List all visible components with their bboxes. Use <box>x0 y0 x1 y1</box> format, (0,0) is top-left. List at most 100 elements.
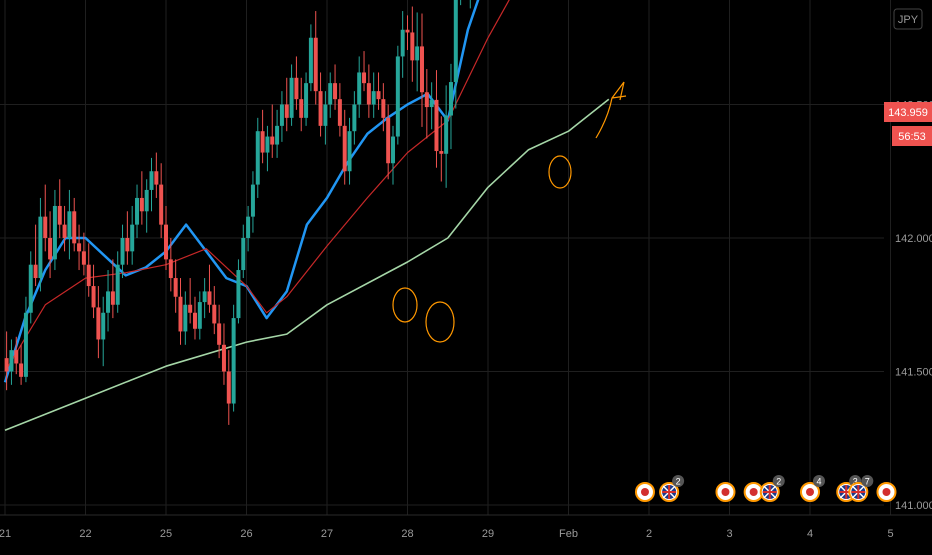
candle-body <box>328 83 333 105</box>
event-count-badge <box>861 475 874 487</box>
candle-body <box>221 344 226 372</box>
candle-body <box>352 104 357 132</box>
candle-body <box>96 307 101 340</box>
jp-flag-disc <box>882 488 891 496</box>
candle-body <box>159 184 164 225</box>
event-marker[interactable]: 7 <box>848 475 874 502</box>
candle-body <box>231 318 236 404</box>
candle-body <box>275 125 280 145</box>
drawing-annotations[interactable] <box>392 81 627 343</box>
x-tick-label: 5 <box>887 528 893 540</box>
annotation-arrow[interactable] <box>595 81 627 139</box>
candle-body <box>183 304 188 332</box>
candle-body <box>289 77 294 118</box>
event-count-badge <box>772 475 785 487</box>
candle-body <box>294 77 299 100</box>
event-count-label: 2 <box>676 477 681 487</box>
candle-body <box>439 151 444 154</box>
currency-badge[interactable]: JPY <box>893 8 923 30</box>
annotation-circle[interactable] <box>548 155 572 189</box>
event-count-badge <box>813 475 825 487</box>
ma-line-mid <box>4 0 510 372</box>
candle-body <box>212 304 217 324</box>
event-count-label: 7 <box>865 477 870 487</box>
annotation-circle[interactable] <box>425 301 455 343</box>
x-tick-label: 4 <box>807 528 813 540</box>
uk-flag-cross <box>851 485 866 499</box>
candle-body <box>424 92 429 108</box>
candle-body <box>453 0 458 83</box>
candle-body <box>81 251 86 265</box>
ma-line-slow <box>4 98 610 431</box>
candle-body <box>144 189 149 212</box>
candle-body <box>405 29 410 33</box>
event-marker[interactable]: 4 <box>800 475 825 502</box>
annotation-circle[interactable] <box>392 287 418 323</box>
price-axis[interactable]: 144.500144.000143.500143.000142.500142.0… <box>884 0 932 512</box>
candle-body <box>106 291 111 313</box>
candle-body <box>284 104 289 118</box>
moving-averages <box>3 0 610 431</box>
candle-body <box>347 131 352 172</box>
x-tick-label: 27 <box>321 528 333 540</box>
candle-body <box>362 72 367 84</box>
candle-body <box>154 171 159 185</box>
event-marker[interactable] <box>876 482 897 502</box>
candle-body <box>260 131 265 153</box>
candle-body <box>135 197 140 225</box>
candle-body <box>52 205 57 260</box>
x-tick-label: 22 <box>79 528 91 540</box>
candle-body <box>173 278 178 297</box>
candle-body <box>14 350 19 364</box>
x-tick-label: 26 <box>240 528 252 540</box>
x-tick-label: 21 <box>0 528 11 540</box>
candle-body <box>279 104 284 126</box>
time-axis[interactable]: 21 22 25 26 27 28 29 Feb 2 3 4 5 <box>0 514 932 540</box>
candle-body <box>246 216 251 238</box>
candle-body <box>115 264 120 305</box>
candle-body <box>308 37 313 84</box>
candle-body <box>110 291 115 305</box>
candle-body <box>9 350 14 372</box>
x-tick-label: 25 <box>160 528 172 540</box>
candle-body <box>33 264 38 279</box>
candle-body <box>318 91 323 126</box>
candle-body <box>366 83 371 105</box>
x-tick-label: 28 <box>401 528 413 540</box>
candle-body <box>395 56 400 137</box>
uk-flag-cross <box>762 485 777 499</box>
candle-body <box>270 136 275 145</box>
candle-body <box>226 371 231 404</box>
candle-body <box>48 238 53 260</box>
candle-body <box>381 99 386 118</box>
candle-body <box>448 82 453 116</box>
candle-body <box>4 358 9 372</box>
currency-badge-label: JPY <box>898 14 919 26</box>
candle-body <box>337 99 342 126</box>
candle-body <box>202 291 207 303</box>
candle-body <box>444 115 449 154</box>
candle-body <box>77 243 82 252</box>
jp-flag-disc <box>749 488 758 496</box>
event-count-label: 3 <box>853 477 858 487</box>
x-tick-label: Feb <box>559 528 578 540</box>
candle-body <box>386 117 391 164</box>
candle-body <box>333 83 338 100</box>
candle-body <box>323 104 328 126</box>
candle-body <box>72 211 77 244</box>
event-marker[interactable] <box>634 482 655 502</box>
candle-body <box>250 184 255 217</box>
candle-body <box>410 32 415 61</box>
event-marker[interactable]: 2 <box>659 475 685 502</box>
candle-body <box>125 238 130 252</box>
candle-body <box>217 323 222 345</box>
candle-body <box>164 224 168 260</box>
event-marker[interactable]: 2 <box>759 475 785 502</box>
candle-body <box>130 224 135 252</box>
candle-body <box>67 211 72 238</box>
event-marker[interactable] <box>715 482 736 502</box>
candle-body <box>371 91 376 105</box>
